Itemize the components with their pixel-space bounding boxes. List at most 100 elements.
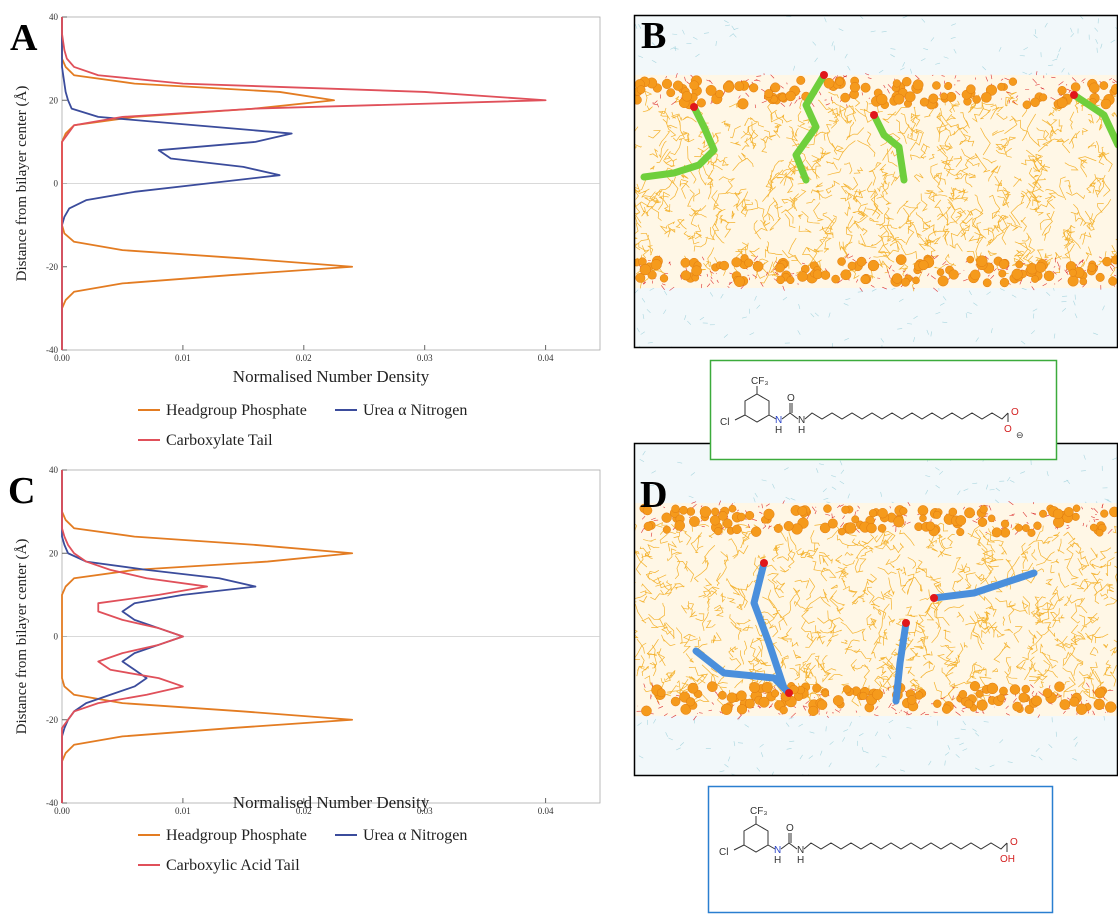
water-molecule (731, 25, 735, 31)
lipid-tail (1085, 246, 1092, 262)
lipid-tail (1004, 628, 1014, 634)
headgroup-bond (867, 77, 872, 79)
phosphate (731, 257, 742, 268)
density-line (61, 470, 354, 803)
lipid-tail (915, 212, 929, 227)
water-molecule (772, 483, 775, 489)
headgroup-bond (889, 506, 891, 509)
lipid-tail (982, 551, 997, 563)
phosphate (1033, 521, 1042, 530)
phosphate (1000, 519, 1010, 529)
headgroup-bond (790, 712, 796, 718)
headgroup-bond (993, 268, 997, 272)
headgroup-bond (987, 274, 990, 277)
water-molecule (719, 770, 725, 773)
lipid-tail (902, 207, 915, 225)
lipid-tail (905, 614, 918, 617)
lipid-tail (820, 146, 825, 155)
lipid-tail (830, 584, 838, 590)
lipid-tail (716, 572, 721, 586)
phosphate (720, 703, 733, 715)
phosphate (1014, 523, 1023, 532)
water-molecule (785, 496, 791, 500)
lipid-tail (879, 207, 890, 227)
lipid-tail (937, 534, 946, 558)
headgroup-bond (870, 284, 875, 288)
phosphate (773, 523, 783, 533)
headgroup-bond (975, 518, 979, 521)
headgroup-bond (1057, 278, 1063, 282)
water-molecule (973, 302, 978, 306)
phosphate (899, 507, 908, 516)
water-molecule (962, 748, 968, 751)
lipid-tail (851, 597, 859, 605)
oxygen-atom (1070, 91, 1078, 99)
lipid-tail (711, 190, 720, 210)
headgroup-bond (661, 285, 665, 290)
lipid-tail (852, 206, 867, 216)
lipid-tail (972, 634, 983, 650)
headgroup-bond (848, 255, 854, 259)
lipid-tail (658, 602, 665, 620)
phosphate (872, 689, 883, 701)
headgroup-bond (977, 268, 980, 271)
water-molecule (782, 296, 788, 301)
phosphate (656, 688, 666, 698)
lipid-tail (695, 613, 705, 622)
lipid-tail (963, 134, 975, 147)
lipid-tail (872, 191, 878, 216)
headgroup-bond (874, 706, 879, 710)
lipid-tail (946, 155, 954, 177)
lipid-tail (846, 121, 855, 141)
phosphate (966, 255, 975, 264)
phosphate (1024, 704, 1034, 714)
phosphate (699, 506, 712, 518)
headgroup-bond (805, 700, 810, 704)
lipid-tail (702, 165, 714, 185)
lipid-tail (812, 560, 825, 573)
axis-title: Distance from bilayer center (Å) (14, 539, 30, 735)
lipid-tail (846, 105, 857, 122)
lipid-tail (1105, 557, 1115, 577)
lipid-tail (930, 536, 937, 544)
lipid-tail (933, 236, 941, 245)
headgroup-bond (774, 271, 779, 276)
lipid-tail (1090, 571, 1101, 576)
water-molecule (944, 760, 946, 766)
lipid-tail (928, 154, 935, 160)
lipid-tail (634, 234, 649, 251)
water-molecule (649, 287, 655, 291)
water-molecule (688, 495, 694, 499)
lipid-tail (1005, 657, 1011, 672)
lipid-tail (800, 549, 805, 557)
lipid-tail (1082, 232, 1092, 245)
headgroup-bond (911, 688, 917, 691)
water-molecule (640, 331, 645, 335)
water-molecule (1095, 39, 1098, 44)
water-molecule (982, 66, 987, 71)
lipid-tail (797, 110, 806, 126)
lipid-tail (647, 543, 660, 551)
lipid-tail (910, 128, 923, 137)
lipid-tail (674, 95, 682, 103)
water-molecule (995, 487, 1000, 492)
headgroup-bond (686, 81, 691, 85)
headgroup-bond (700, 505, 703, 508)
lipid-tail (917, 607, 931, 626)
y-tick-label: 20 (49, 548, 59, 558)
water-molecule (754, 492, 758, 498)
lipid-tail (897, 124, 910, 134)
lipid-tail (759, 639, 766, 658)
lipid-tail (796, 548, 809, 556)
water-molecule (695, 53, 700, 58)
lipid-tail (760, 138, 767, 153)
lipid-tail (925, 538, 935, 548)
lipid-tail (966, 159, 980, 167)
lipid-tail (898, 264, 909, 271)
headgroup-bond (671, 714, 677, 719)
lipid-tail (993, 539, 1004, 547)
lipid-tail (1054, 637, 1068, 646)
phosphate (944, 81, 953, 91)
lipid-tail (704, 578, 712, 587)
y-tick-label: 0 (54, 632, 59, 642)
